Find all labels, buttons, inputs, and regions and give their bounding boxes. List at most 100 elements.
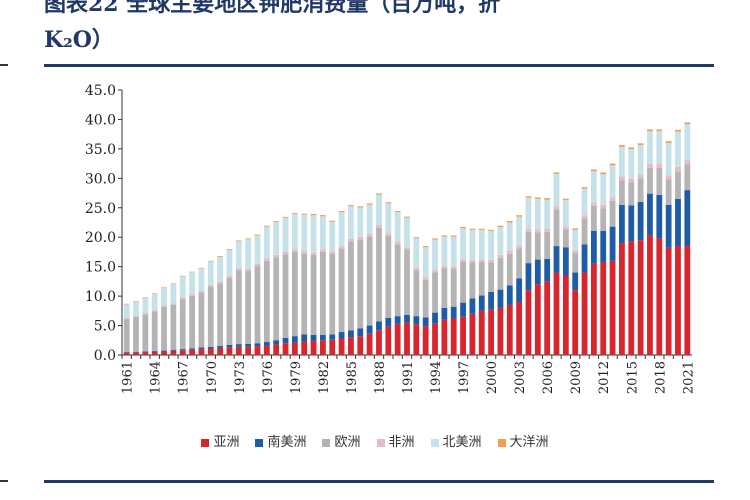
bar-segment-1970-1 <box>207 346 214 349</box>
bar-segment-1970-2 <box>207 286 214 347</box>
bar-segment-1967-1 <box>179 349 186 351</box>
bar-segment-1962-1 <box>133 351 139 353</box>
bar-segment-2000-5 <box>488 229 494 232</box>
bar-segment-1972-1 <box>226 344 233 348</box>
bar-segment-1974-1 <box>245 343 252 347</box>
y-tick-label: 20.0 <box>85 230 116 246</box>
bar-segment-1981-5 <box>310 213 317 216</box>
bar-segment-1975-3 <box>254 263 261 267</box>
bar-segment-2018-2 <box>656 167 663 195</box>
bar-segment-1963-4 <box>142 297 149 314</box>
bar-segment-1963-3 <box>142 313 149 315</box>
bar-segment-2003-2 <box>516 248 523 279</box>
bar-segment-1962-0 <box>133 352 139 355</box>
bar-segment-1979-3 <box>291 249 298 252</box>
bar-segment-2005-0 <box>534 284 541 355</box>
bar-segment-1999-3 <box>478 259 485 262</box>
legend-swatch <box>322 438 331 447</box>
bar-segment-1995-1 <box>441 307 448 320</box>
bar-segment-2019-0 <box>665 247 672 355</box>
bar-segment-1989-5 <box>385 202 392 204</box>
bar-segment-2014-3 <box>619 176 625 181</box>
bar-segment-2013-1 <box>609 226 616 261</box>
bar-segment-2020-2 <box>675 171 681 199</box>
bar-segment-1961-0 <box>123 352 130 355</box>
bar-segment-1983-3 <box>329 251 336 254</box>
bar-segment-2005-5 <box>534 197 541 199</box>
bar-segment-2005-2 <box>534 232 541 260</box>
legend-label: 欧洲 <box>334 435 361 450</box>
bar-segment-1977-1 <box>273 340 280 345</box>
x-tick-label: 1961 <box>121 361 136 394</box>
bar-segment-1996-3 <box>450 266 457 270</box>
bar-segment-2018-3 <box>656 163 663 168</box>
bar-segment-2018-5 <box>656 129 663 132</box>
bar-segment-1994-0 <box>432 323 438 355</box>
bar-segment-1965-1 <box>161 350 167 352</box>
bar-segment-1997-3 <box>460 259 466 262</box>
bar-segment-1972-4 <box>226 249 233 276</box>
bar-segment-1975-2 <box>254 266 261 344</box>
bar-segment-1979-4 <box>291 213 298 250</box>
bar-segment-2001-2 <box>497 257 504 290</box>
bar-segment-1993-2 <box>422 279 429 318</box>
bar-segment-1968-3 <box>189 294 195 296</box>
legend-item: 非洲 <box>376 431 415 450</box>
bar-segment-2017-5 <box>647 129 653 132</box>
bar-segment-1973-0 <box>235 346 242 355</box>
bar-segment-1966-3 <box>170 303 177 305</box>
bar-segment-1983-5 <box>329 220 336 222</box>
bar-segment-2000-3 <box>488 259 494 263</box>
x-tick-label: 2009 <box>569 361 584 394</box>
bar-segment-2008-1 <box>562 247 569 276</box>
bar-segment-1992-1 <box>413 316 420 325</box>
bar-segment-1964-1 <box>151 350 158 352</box>
bar-segment-2016-1 <box>637 201 644 241</box>
bar-segment-1972-2 <box>226 277 233 345</box>
bar-segment-1976-0 <box>263 345 270 355</box>
y-tick-label: 5.0 <box>94 319 116 335</box>
bar-segment-1988-3 <box>376 225 382 228</box>
bar-segment-1967-0 <box>179 350 186 355</box>
bar-segment-1998-3 <box>469 259 476 263</box>
x-tick-label: 1979 <box>289 361 304 394</box>
bar-segment-2013-2 <box>609 200 616 227</box>
bar-segment-1996-4 <box>450 236 457 267</box>
bar-segment-1987-5 <box>366 203 373 205</box>
bar-segment-1965-4 <box>161 287 167 306</box>
bar-segment-2004-3 <box>525 228 532 232</box>
bar-segment-1970-3 <box>207 284 214 287</box>
bar-segment-2008-4 <box>562 200 569 227</box>
bar-segment-1994-4 <box>432 239 438 271</box>
bar-segment-1987-2 <box>366 236 373 326</box>
bar-segment-1971-0 <box>217 347 224 355</box>
bar-segment-2007-3 <box>553 206 560 210</box>
bar-segment-2006-1 <box>544 259 551 282</box>
bar-segment-1965-2 <box>161 307 167 351</box>
x-tick-label: 1964 <box>149 361 164 394</box>
bar-segment-2010-0 <box>581 272 588 355</box>
bar-segment-1964-4 <box>151 293 158 311</box>
bar-segment-1963-2 <box>142 314 149 352</box>
bar-segment-1967-4 <box>179 276 186 298</box>
bar-segment-1968-1 <box>189 348 195 350</box>
bar-segment-1998-4 <box>469 229 476 260</box>
x-tick-label: 1973 <box>233 361 248 394</box>
bar-segment-1968-0 <box>189 349 195 355</box>
bar-segment-1999-2 <box>478 261 485 296</box>
legend-swatch <box>201 438 210 447</box>
bar-segment-1977-3 <box>273 254 280 258</box>
bar-segment-1974-3 <box>245 268 252 271</box>
legend-item: 亚洲 <box>201 431 239 450</box>
bar-segment-2016-2 <box>637 178 644 202</box>
bar-segment-1985-1 <box>348 330 354 338</box>
bar-segment-1965-3 <box>161 305 167 308</box>
bar-segment-1992-5 <box>413 237 420 239</box>
bar-segment-2020-5 <box>675 129 681 132</box>
bar-segment-2005-4 <box>534 198 541 230</box>
bar-segment-2018-0 <box>656 238 663 355</box>
bar-segment-1997-1 <box>460 302 466 317</box>
bar-segment-1989-4 <box>385 203 392 234</box>
bar-segment-1989-3 <box>385 233 392 237</box>
bar-segment-1983-0 <box>329 339 336 355</box>
